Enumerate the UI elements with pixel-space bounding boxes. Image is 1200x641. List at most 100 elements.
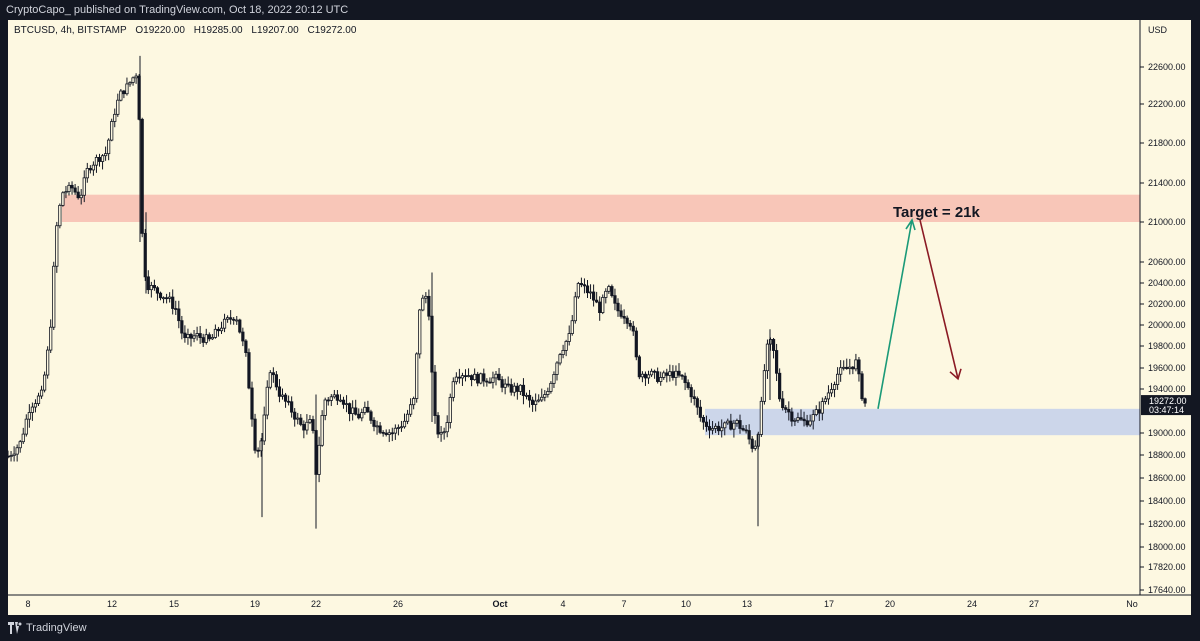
candle-body (845, 366, 849, 369)
candle-body (521, 384, 526, 396)
candle-body (347, 403, 352, 415)
candle-body (12, 453, 16, 456)
candle-body (796, 417, 800, 421)
x-tick-label: 27 (1029, 599, 1039, 609)
candle-body (274, 374, 279, 388)
y-tick-label: 22600.00 (1148, 62, 1186, 72)
candle-body (863, 398, 867, 404)
candle-body (232, 318, 236, 321)
candle-body (683, 375, 687, 384)
down-arrow-head (949, 368, 962, 381)
candle-body (552, 374, 556, 384)
candle-body (70, 184, 74, 189)
candle-body (805, 420, 809, 426)
candle-body (665, 372, 669, 376)
candle-body (6, 455, 10, 458)
y-tick-label: 18000.00 (1148, 542, 1186, 552)
candle-body (482, 373, 486, 382)
candle-body (729, 420, 733, 430)
candle-body (784, 407, 788, 410)
candle-body (177, 308, 181, 322)
candle-body (247, 352, 251, 389)
y-tick-label: 19800.00 (1148, 341, 1186, 351)
x-tick-label: 15 (169, 599, 179, 609)
candle-body (485, 380, 489, 383)
candle-body (717, 425, 721, 432)
candle-body (677, 370, 681, 376)
candle-body (424, 295, 428, 299)
candle-body (811, 414, 815, 422)
candle-body (753, 445, 757, 449)
candle-body (421, 297, 425, 311)
candle-body (100, 155, 105, 162)
candle-body (146, 276, 150, 291)
x-tick-label: 17 (824, 599, 834, 609)
candle-body (67, 184, 71, 192)
y-tick-label: 18800.00 (1148, 450, 1186, 460)
candle-body (546, 391, 550, 395)
candle-body (640, 373, 645, 378)
x-tick-label: 19 (250, 599, 260, 609)
candle-body (610, 286, 614, 297)
candle-body (354, 407, 358, 415)
candle-body (799, 417, 803, 420)
candle-body (738, 420, 742, 429)
target-annotation: Target = 21k (893, 204, 981, 221)
candle-body (537, 399, 541, 402)
candle-body (460, 375, 465, 379)
candle-body (351, 407, 355, 415)
candle-body (256, 449, 260, 452)
candle-body (418, 309, 422, 355)
candle-body (155, 287, 160, 294)
candle-body (164, 297, 169, 300)
publisher-bar: CryptoCapo_ published on TradingView.com… (0, 0, 1200, 20)
x-tick-label: 8 (25, 599, 30, 609)
candle-body (579, 283, 584, 286)
candle-body (762, 370, 767, 402)
candle-body (286, 400, 291, 403)
candle-body (842, 366, 846, 369)
candle-body (317, 444, 321, 475)
candle-body (250, 387, 254, 420)
candle-body (488, 381, 492, 384)
candle-body (390, 432, 394, 435)
candle-body (311, 419, 315, 431)
candle-body (381, 431, 385, 434)
candle-body (405, 413, 410, 422)
candle-body (125, 83, 129, 95)
candle-body (656, 371, 660, 382)
y-tick-label: 17640.00 (1148, 585, 1186, 595)
candle-body (36, 395, 41, 404)
candle-body (561, 349, 565, 356)
last-price-tag (1141, 395, 1191, 416)
y-tick-label: 22200.00 (1148, 99, 1186, 109)
candle-body (793, 419, 797, 422)
candle-body (802, 418, 806, 422)
candle-body (107, 139, 111, 155)
x-tick-label: No (1126, 599, 1138, 609)
candle-body (659, 377, 663, 382)
candle-body (466, 375, 471, 377)
candle-body (829, 389, 834, 394)
candle-body (216, 328, 221, 332)
candle-body (341, 399, 346, 405)
x-tick-label: 13 (742, 599, 752, 609)
candle-body (378, 425, 382, 433)
candle-body (293, 411, 297, 420)
candle-body (778, 372, 782, 400)
candle-body (625, 317, 629, 324)
candle-body (826, 392, 831, 400)
candle-body (280, 394, 285, 397)
candle-body (820, 401, 824, 414)
candle-body (402, 420, 407, 428)
candle-body (573, 296, 577, 322)
ohlc-open: O19220.00 (135, 25, 185, 36)
candle-body (839, 367, 843, 375)
y-tick-label: 21800.00 (1148, 138, 1186, 148)
candle-body (555, 362, 559, 375)
candle-body (479, 373, 483, 384)
candle-body (445, 422, 449, 433)
y-tick-label: 21400.00 (1148, 178, 1186, 188)
candle-body (357, 413, 361, 419)
